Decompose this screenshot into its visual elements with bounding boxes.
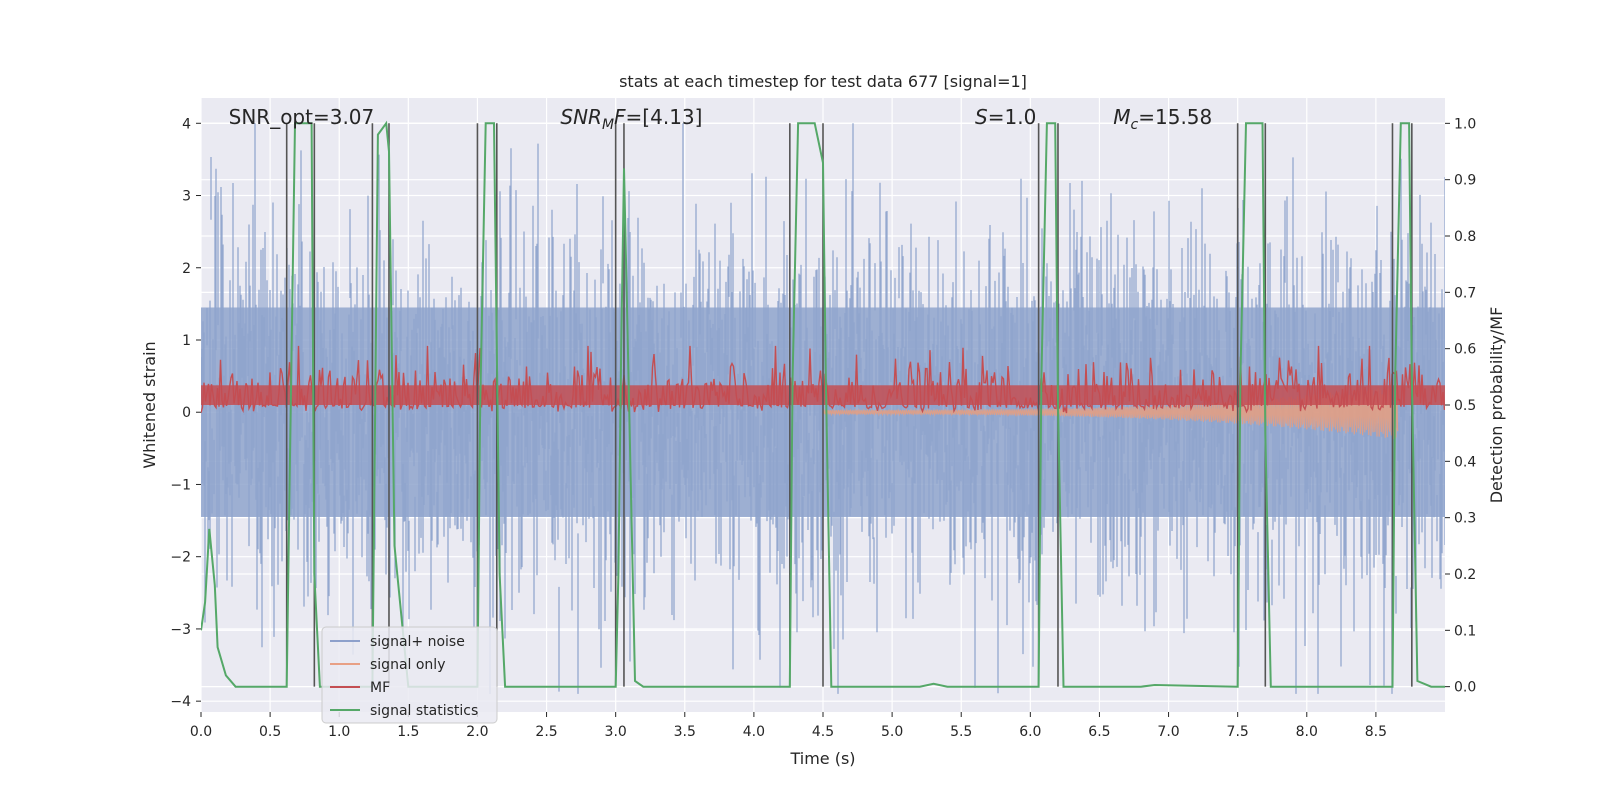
x-tick-label: 4.0 xyxy=(743,724,765,740)
x-tick-label: 0.0 xyxy=(190,724,212,740)
x-tick-label: 7.5 xyxy=(1227,724,1249,740)
y-left-tick-label: 3 xyxy=(182,189,191,205)
y-left-tick-label: 2 xyxy=(182,261,191,277)
x-tick-label: 4.5 xyxy=(812,724,834,740)
series-signal-statistics xyxy=(201,120,1445,688)
y-right-tick-label: 0.9 xyxy=(1454,173,1476,189)
y-right-tick-label: 0.3 xyxy=(1454,511,1476,527)
x-tick-label: 8.0 xyxy=(1296,724,1318,740)
y-left-tick-label: −4 xyxy=(170,694,191,710)
y-left-tick-label: 1 xyxy=(182,333,191,349)
x-tick-label: 2.0 xyxy=(466,724,488,740)
y-left-tick-label: −2 xyxy=(170,550,191,566)
x-tick-label: 3.0 xyxy=(605,724,627,740)
y-axis-left-label: Whitened strain xyxy=(140,341,159,468)
y-axis-right-ticks: 1.0 0.9 0.8 0.7 0.6 0.5 0.4 0.3 0.2 0.1 0.0 xyxy=(1445,116,1476,696)
legend-label: signal only xyxy=(370,657,445,673)
y-left-tick-label: 0 xyxy=(182,405,191,421)
y-right-tick-label: 1.0 xyxy=(1454,116,1476,132)
annotation-text: SNR_opt=3.07 xyxy=(229,105,375,129)
legend: signal+ noise signal only MF signal statist… xyxy=(321,626,498,724)
y-right-tick-label: 0.6 xyxy=(1454,342,1476,358)
x-tick-label: 2.5 xyxy=(535,724,557,740)
x-tick-label: 0.5 xyxy=(259,724,281,740)
x-tick-label: 5.5 xyxy=(950,724,972,740)
chart-title: stats at each timestep for test data 677… xyxy=(619,72,1027,91)
legend-box xyxy=(321,626,498,724)
y-right-tick-label: 0.5 xyxy=(1454,398,1476,414)
x-tick-label: 1.0 xyxy=(328,724,350,740)
x-tick-label: 3.5 xyxy=(674,724,696,740)
annotation-text: S=1.0 xyxy=(975,105,1036,129)
x-tick-label: 7.0 xyxy=(1157,724,1179,740)
x-tick-label: 6.5 xyxy=(1088,724,1110,740)
signal-statistics-line xyxy=(201,120,1445,688)
y-right-tick-label: 0.4 xyxy=(1454,454,1476,470)
y-axis-right-label: Detection probability/MF xyxy=(1487,307,1506,504)
x-tick-label: 5.0 xyxy=(881,724,903,740)
y-left-tick-label: 4 xyxy=(182,116,191,132)
annotations: SNR_opt=3.07 SNRMF=[4.13] S=1.0 Mc=15.58 xyxy=(229,105,1213,133)
x-axis-label: Time (s) xyxy=(789,749,855,768)
x-axis-ticks: 0.0 0.5 1.0 1.5 2.0 2.5 3.0 3.5 4.0 4.5 5.0 5.5 6.0 6… xyxy=(190,712,1387,740)
x-tick-label: 1.5 xyxy=(397,724,419,740)
y-right-tick-label: 0.2 xyxy=(1454,567,1476,583)
y-axis-left-ticks: 4 3 2 1 0 −1 −2 −3 −4 xyxy=(170,116,201,710)
y-right-tick-label: 0.0 xyxy=(1454,680,1476,696)
legend-label: signal+ noise xyxy=(370,634,465,650)
y-left-tick-label: −3 xyxy=(170,622,191,638)
x-tick-label: 8.5 xyxy=(1365,724,1387,740)
legend-label: MF xyxy=(370,680,390,696)
y-left-tick-label: −1 xyxy=(170,477,191,493)
y-right-tick-label: 0.1 xyxy=(1454,623,1476,639)
x-tick-label: 6.0 xyxy=(1019,724,1041,740)
y-right-tick-label: 0.8 xyxy=(1454,229,1476,245)
y-right-tick-label: 0.7 xyxy=(1454,285,1476,301)
legend-label: signal statistics xyxy=(370,703,478,719)
series-signal-only xyxy=(822,385,1399,440)
signal-only-line xyxy=(822,385,1399,440)
annotation-text: Mc=15.58 xyxy=(1113,105,1212,133)
annotation-text: SNRMF=[4.13] xyxy=(560,105,702,133)
